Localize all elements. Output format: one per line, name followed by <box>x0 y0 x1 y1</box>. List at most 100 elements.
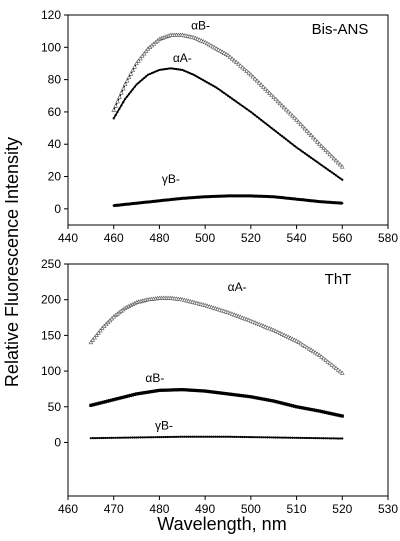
data-point <box>297 405 301 409</box>
data-point <box>285 109 291 114</box>
data-point <box>274 195 277 199</box>
data-point <box>299 405 303 410</box>
data-point <box>301 436 304 440</box>
data-point <box>270 126 273 130</box>
data-point <box>178 388 182 392</box>
data-point <box>160 435 163 439</box>
data-point <box>91 437 95 440</box>
data-point <box>228 392 232 396</box>
data-point <box>151 389 155 393</box>
data-point <box>147 436 151 439</box>
x-tick-label: 470 <box>104 502 124 516</box>
data-point <box>292 337 297 342</box>
data-point <box>174 435 178 438</box>
data-point <box>233 194 236 198</box>
data-point <box>181 68 184 72</box>
data-point <box>212 195 215 198</box>
data-point <box>278 436 282 439</box>
x-tick-label: 490 <box>195 502 215 516</box>
data-point <box>339 370 345 375</box>
data-point <box>245 435 248 439</box>
data-point <box>184 388 189 392</box>
data-point <box>225 52 231 57</box>
data-point <box>162 68 165 71</box>
data-point <box>276 131 279 135</box>
data-point <box>328 437 331 440</box>
data-point <box>206 435 209 438</box>
data-point <box>276 436 279 439</box>
data-point <box>139 53 145 58</box>
data-point <box>200 77 203 81</box>
data-point <box>116 204 119 207</box>
data-point <box>337 437 340 440</box>
data-point <box>197 435 201 438</box>
data-point <box>131 436 134 439</box>
data-point <box>93 437 97 440</box>
data-point <box>94 332 99 337</box>
data-point <box>127 436 130 439</box>
data-point <box>283 333 289 338</box>
data-point <box>249 436 252 439</box>
data-point <box>234 59 239 65</box>
data-point <box>298 341 304 346</box>
data-point <box>292 115 297 120</box>
data-point <box>243 435 246 439</box>
data-point <box>125 436 128 439</box>
data-point <box>339 201 342 205</box>
data-point <box>306 346 312 351</box>
data-point <box>119 90 124 95</box>
data-point <box>312 436 315 440</box>
data-point <box>231 435 234 438</box>
data-point <box>188 388 193 392</box>
data-point <box>303 436 306 440</box>
data-point <box>112 204 115 207</box>
data-point <box>113 103 118 108</box>
data-point <box>249 110 252 114</box>
data-point <box>316 161 319 164</box>
data-point <box>238 63 243 68</box>
data-point <box>334 174 338 177</box>
data-point <box>307 155 311 158</box>
data-point <box>203 389 207 393</box>
y-axis-title: Relative Fluorescence Intensity <box>2 137 22 387</box>
data-point <box>132 392 137 397</box>
data-point <box>139 80 142 83</box>
data-point <box>101 400 105 404</box>
data-point <box>281 105 287 110</box>
data-point <box>131 202 134 205</box>
data-point <box>328 169 331 173</box>
data-point <box>92 335 97 340</box>
data-point <box>196 75 199 79</box>
data-point <box>283 436 286 439</box>
data-point <box>193 388 197 393</box>
data-point <box>143 391 147 395</box>
data-point <box>95 402 99 406</box>
data-point <box>290 113 295 118</box>
data-point <box>291 436 294 439</box>
series-label: αB- <box>191 19 210 33</box>
data-point <box>235 435 238 438</box>
data-point <box>146 73 150 76</box>
data-point <box>267 90 272 95</box>
data-point <box>254 78 260 83</box>
data-point <box>332 437 336 440</box>
data-point <box>156 436 159 439</box>
data-point <box>172 435 176 438</box>
data-point <box>288 111 293 116</box>
data-point <box>131 88 134 91</box>
data-point <box>126 394 130 398</box>
data-point <box>152 71 155 74</box>
data-point <box>312 158 315 161</box>
data-point <box>246 70 252 75</box>
data-point <box>285 436 288 439</box>
data-point <box>283 136 286 139</box>
data-point <box>191 435 194 438</box>
x-tick-label: 480 <box>149 502 169 516</box>
data-point <box>164 388 168 392</box>
data-point <box>182 388 186 392</box>
data-point <box>157 388 162 392</box>
data-point <box>184 70 188 73</box>
data-point <box>204 435 207 438</box>
data-point <box>149 390 153 394</box>
data-point <box>154 436 157 439</box>
